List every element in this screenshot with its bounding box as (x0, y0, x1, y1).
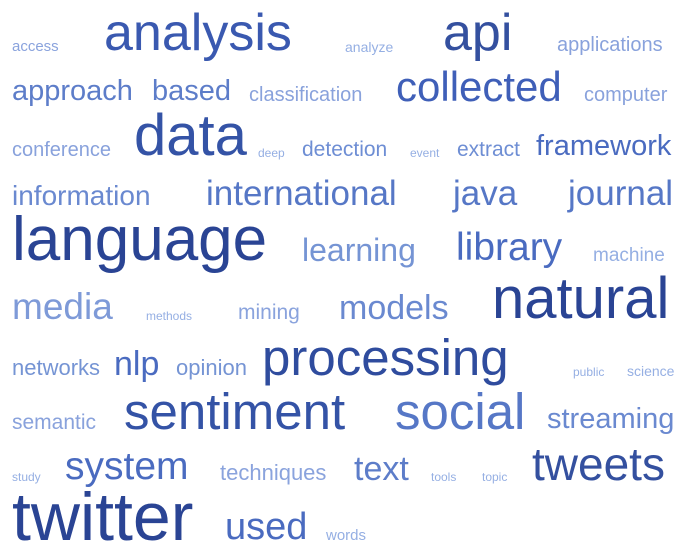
word-classification: classification (249, 84, 363, 106)
word-public: public (573, 365, 605, 379)
word-extract: extract (457, 138, 521, 161)
word-text: text (354, 450, 409, 488)
word-tools: tools (431, 470, 457, 484)
word-models: models (339, 289, 449, 327)
word-collected: collected (396, 63, 562, 110)
word-detection: detection (302, 138, 388, 161)
word-approach: approach (12, 75, 133, 107)
word-java: java (453, 174, 518, 213)
word-media: media (12, 286, 113, 327)
word-analyze: analyze (345, 39, 394, 55)
word-methods: methods (146, 309, 193, 323)
word-topic: topic (482, 470, 508, 484)
word-language: language (12, 205, 268, 274)
word-networks: networks (12, 355, 101, 380)
word-data: data (134, 103, 247, 168)
word-opinion: opinion (176, 355, 247, 380)
word-information: information (12, 180, 151, 211)
word-conference: conference (12, 139, 111, 161)
word-access: access (12, 38, 59, 55)
word-techniques: techniques (220, 460, 327, 485)
word-mining: mining (238, 301, 300, 324)
word-tweets: tweets (532, 438, 665, 490)
word-journal: journal (568, 174, 674, 213)
word-international: international (206, 174, 397, 213)
word-science: science (627, 363, 675, 379)
word-api: api (443, 4, 513, 62)
word-streaming: streaming (547, 403, 675, 435)
word-twitter: twitter (12, 479, 194, 555)
word-sentiment: sentiment (124, 383, 346, 440)
word-library: library (456, 226, 563, 269)
word-framework: framework (536, 130, 672, 162)
word-applications: applications (557, 34, 663, 56)
word-learning: learning (302, 232, 416, 268)
word-natural: natural (492, 266, 670, 331)
word-machine: machine (593, 245, 665, 266)
word-deep: deep (258, 146, 285, 160)
word-social: social (395, 383, 526, 440)
word-analysis: analysis (104, 4, 292, 62)
word-study: study (12, 470, 41, 484)
word-nlp: nlp (114, 345, 160, 383)
word-system: system (65, 445, 189, 488)
word-semantic: semantic (12, 411, 97, 434)
word-processing: processing (262, 329, 509, 386)
word-based: based (152, 75, 232, 107)
word-words: words (326, 527, 367, 544)
word-used: used (225, 506, 308, 548)
word-computer: computer (584, 84, 668, 106)
word-event: event (410, 146, 440, 160)
